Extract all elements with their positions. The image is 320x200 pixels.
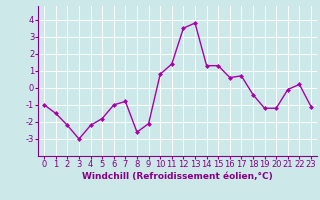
X-axis label: Windchill (Refroidissement éolien,°C): Windchill (Refroidissement éolien,°C)	[82, 172, 273, 181]
